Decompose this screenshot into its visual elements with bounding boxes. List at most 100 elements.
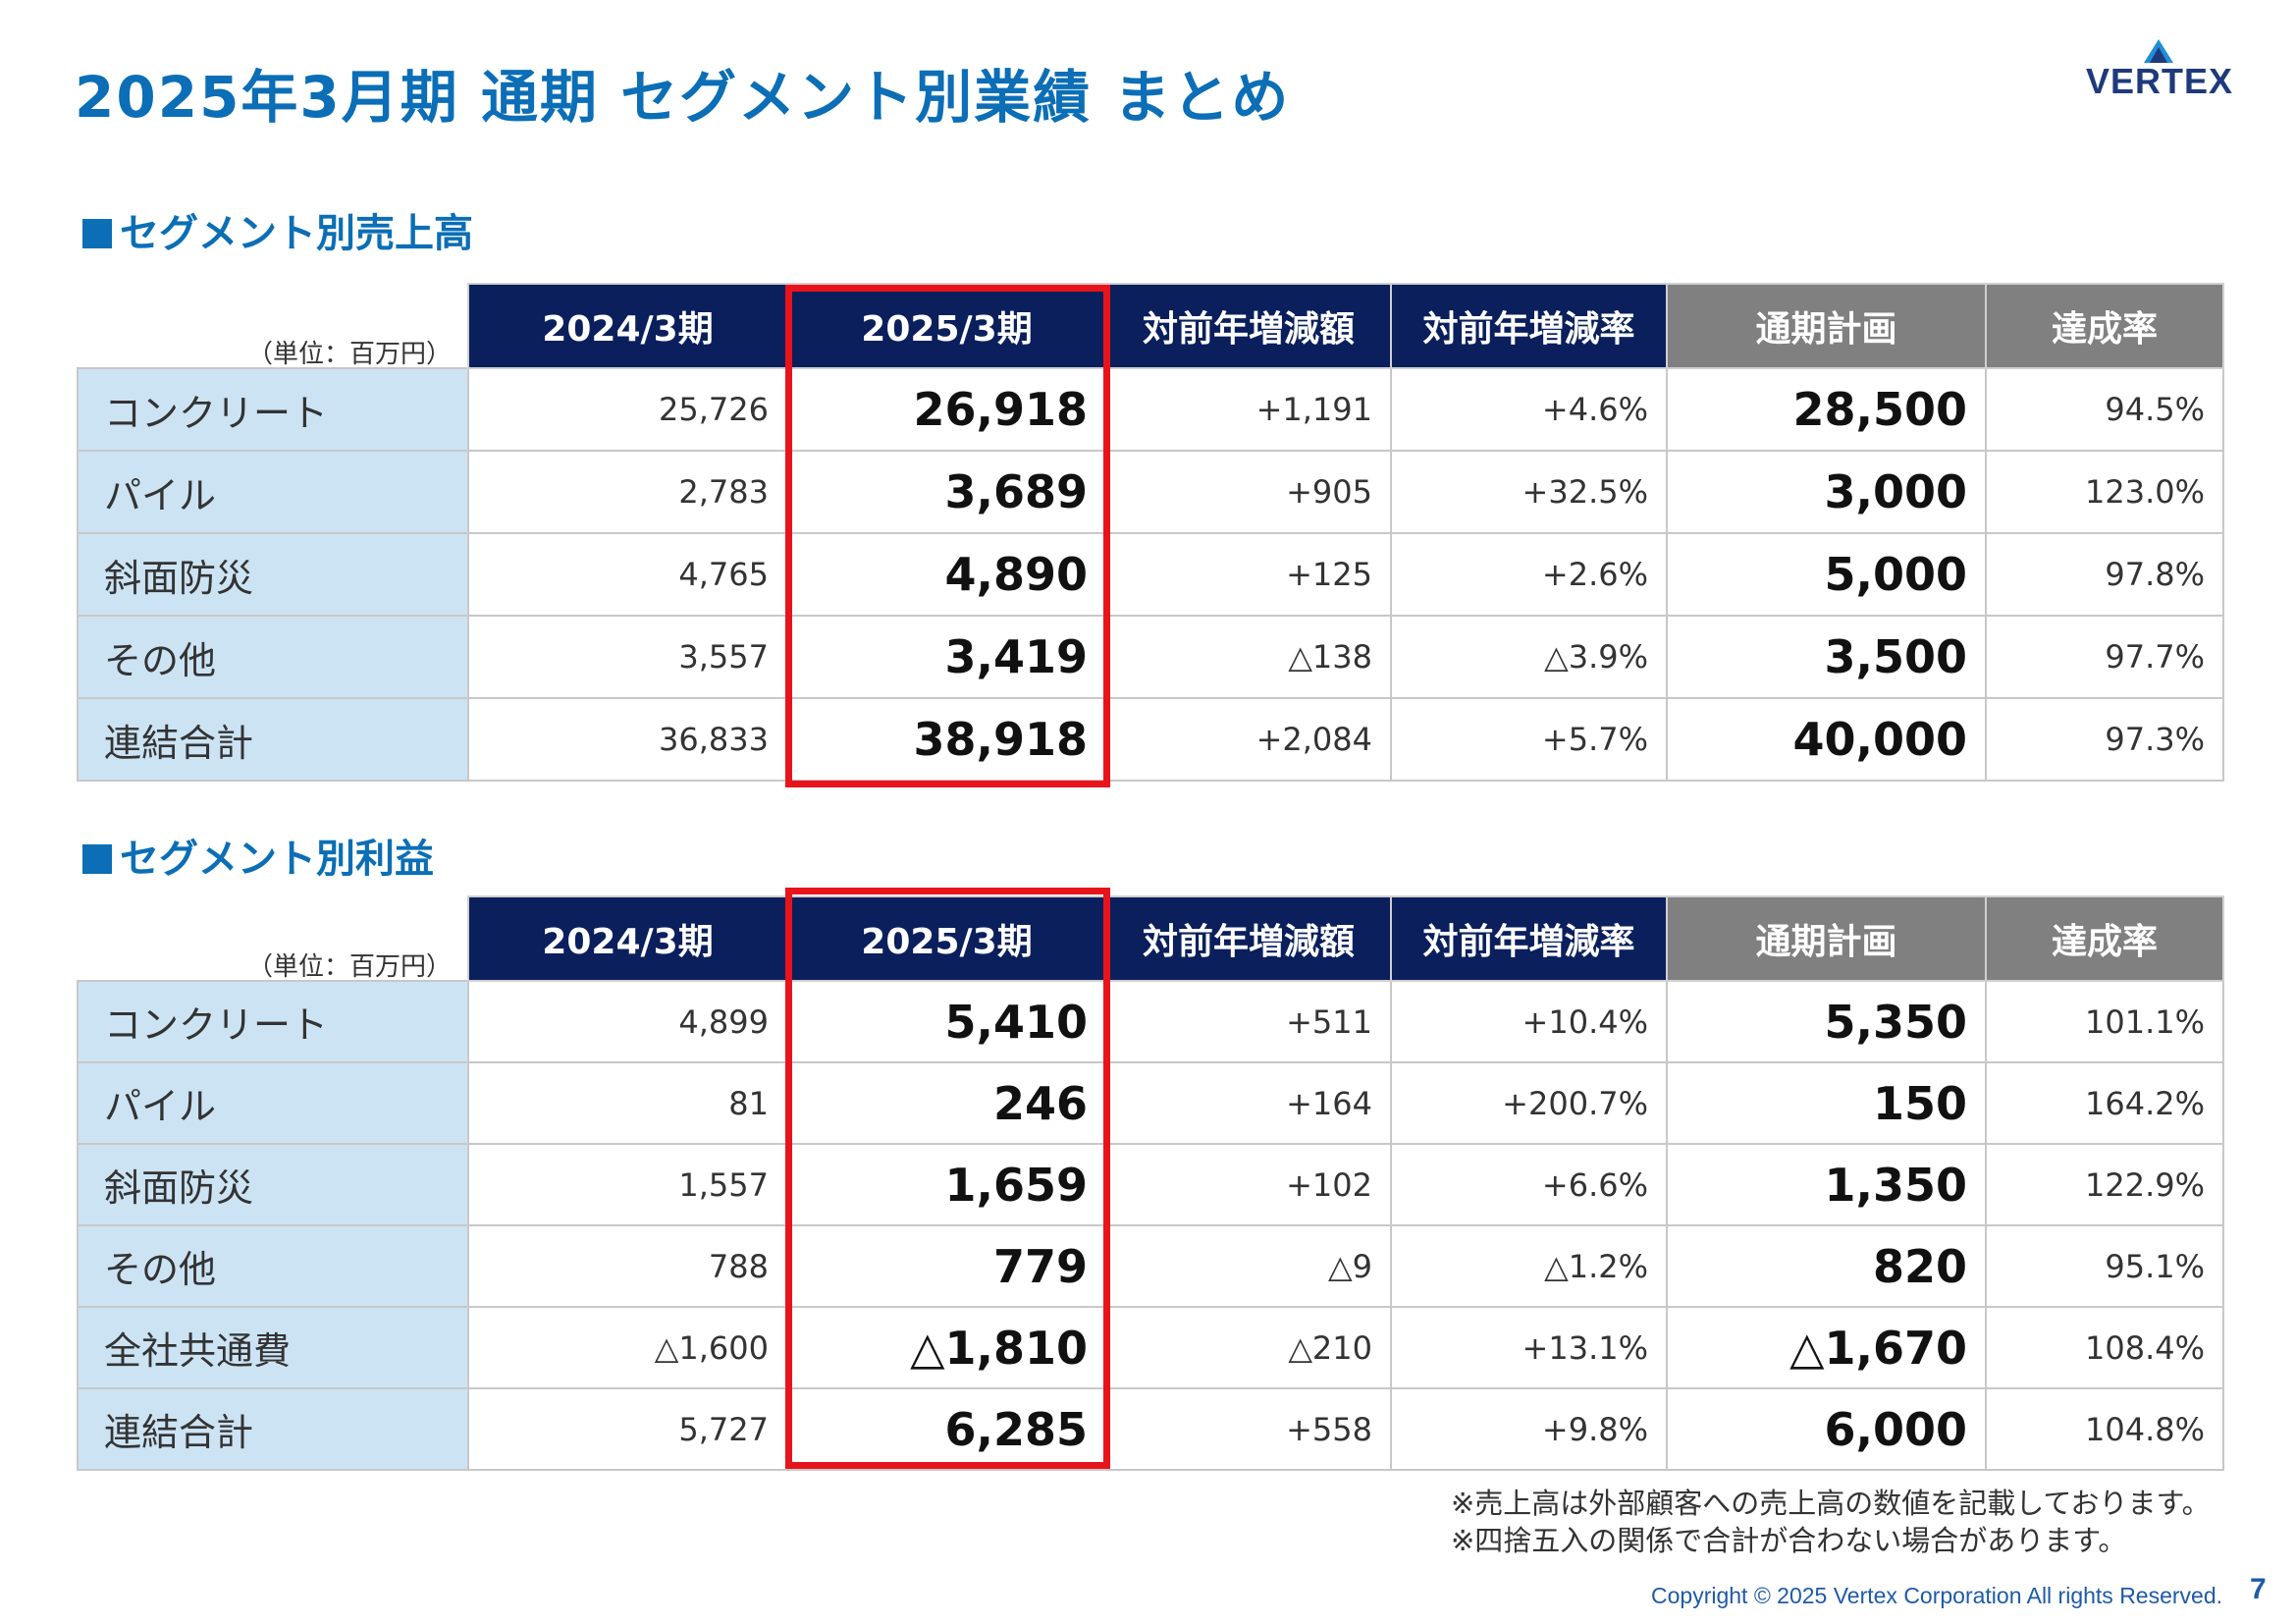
cell-plan: 1,350 bbox=[1666, 1143, 1987, 1226]
table-row: 連結合計 5,727 6,285 +558 +9.8% 6,000 104.8% bbox=[77, 1387, 2224, 1471]
table-row: その他 3,557 3,419 △138 △3.9% 3,500 97.7% bbox=[77, 615, 2224, 699]
row-label: パイル bbox=[77, 1061, 469, 1145]
cell-value-2024: 4,765 bbox=[467, 532, 788, 617]
cell-value-2024: 4,899 bbox=[467, 980, 788, 1063]
footnote-1: ※売上高は外部顧客への売上高の数値を記載しております。 bbox=[1451, 1487, 2211, 1520]
footnote-2: ※四捨五入の関係で合計が合わない場合があります。 bbox=[1451, 1524, 2127, 1557]
cell-value-2024: 788 bbox=[467, 1224, 788, 1308]
cell-achievement: 123.0% bbox=[1985, 450, 2224, 534]
cell-yoy-amount: △9 bbox=[1105, 1224, 1392, 1308]
row-label: 全社共通費 bbox=[77, 1306, 469, 1389]
cell-plan: 3,500 bbox=[1666, 615, 1987, 699]
table-row: その他 788 779 △9 △1.2% 820 95.1% bbox=[77, 1224, 2224, 1308]
cell-plan: 6,000 bbox=[1666, 1387, 1987, 1471]
cell-plan: △1,670 bbox=[1666, 1306, 1987, 1389]
cell-yoy-amount: +905 bbox=[1105, 450, 1392, 534]
page-title: 2025年3月期 通期 セグメント別業績 まとめ bbox=[75, 64, 1291, 131]
copyright: Copyright © 2025 Vertex Corporation All … bbox=[1651, 1583, 2223, 1608]
cell-plan: 28,500 bbox=[1666, 367, 1987, 452]
col-header-yoy-rate: 対前年増減率 bbox=[1390, 283, 1668, 369]
col-header-yoy-amount: 対前年増減額 bbox=[1105, 895, 1392, 982]
col-header-2025: 2025/3期 bbox=[786, 283, 1107, 369]
vertex-logo: VERTEX bbox=[2071, 39, 2248, 102]
cell-yoy-amount: +511 bbox=[1105, 980, 1392, 1063]
cell-value-2025: 4,890 bbox=[786, 532, 1107, 617]
cell-yoy-amount: △138 bbox=[1105, 615, 1392, 699]
table-row: コンクリート 25,726 26,918 +1,191 +4.6% 28,500 94.5% bbox=[77, 367, 2224, 452]
cell-plan: 5,350 bbox=[1666, 980, 1987, 1063]
cell-achievement: 97.8% bbox=[1985, 532, 2224, 617]
row-label: 斜面防災 bbox=[77, 1143, 469, 1226]
page-number: 7 bbox=[2250, 1573, 2267, 1605]
header-blank bbox=[78, 896, 468, 981]
table-row: パイル 2,783 3,689 +905 +32.5% 3,000 123.0% bbox=[77, 450, 2224, 534]
cell-yoy-amount: +164 bbox=[1105, 1061, 1392, 1145]
cell-yoy-rate: +32.5% bbox=[1390, 450, 1668, 534]
profit-table: 2024/3期 2025/3期 対前年増減額 対前年増減率 通期計画 達成率 コ… bbox=[77, 895, 2224, 1471]
cell-value-2024: △1,600 bbox=[467, 1306, 788, 1389]
profit-header-row: 2024/3期 2025/3期 対前年増減額 対前年増減率 通期計画 達成率 bbox=[78, 895, 2224, 982]
cell-yoy-amount: +102 bbox=[1105, 1143, 1392, 1226]
cell-value-2025: 26,918 bbox=[786, 367, 1107, 452]
cell-achievement: 104.8% bbox=[1985, 1387, 2224, 1471]
cell-value-2024: 81 bbox=[467, 1061, 788, 1145]
cell-yoy-rate: +5.7% bbox=[1390, 697, 1668, 782]
cell-achievement: 164.2% bbox=[1985, 1061, 2224, 1145]
col-header-plan: 通期計画 bbox=[1666, 895, 1987, 982]
row-label: 斜面防災 bbox=[77, 532, 469, 617]
cell-value-2025: 779 bbox=[786, 1224, 1107, 1308]
cell-yoy-amount: +1,191 bbox=[1105, 367, 1392, 452]
col-header-achievement: 達成率 bbox=[1985, 283, 2224, 369]
cell-yoy-rate: △1.2% bbox=[1390, 1224, 1668, 1308]
col-header-2024: 2024/3期 bbox=[467, 895, 788, 982]
table-row: 斜面防災 4,765 4,890 +125 +2.6% 5,000 97.8% bbox=[77, 532, 2224, 617]
sales-header-row: 2024/3期 2025/3期 対前年増減額 対前年増減率 通期計画 達成率 bbox=[78, 283, 2224, 369]
cell-value-2025: 1,659 bbox=[786, 1143, 1107, 1226]
col-header-yoy-amount: 対前年増減額 bbox=[1105, 283, 1392, 369]
cell-plan: 5,000 bbox=[1666, 532, 1987, 617]
cell-yoy-rate: △3.9% bbox=[1390, 615, 1668, 699]
table-row: パイル 81 246 +164 +200.7% 150 164.2% bbox=[77, 1061, 2224, 1145]
cell-plan: 3,000 bbox=[1666, 450, 1987, 534]
row-label: その他 bbox=[77, 1224, 469, 1308]
cell-yoy-rate: +4.6% bbox=[1390, 367, 1668, 452]
cell-achievement: 108.4% bbox=[1985, 1306, 2224, 1389]
cell-value-2024: 36,833 bbox=[467, 697, 788, 782]
row-label: パイル bbox=[77, 450, 469, 534]
cell-value-2025: 246 bbox=[786, 1061, 1107, 1145]
sales-unit-label: （単位：百万円） bbox=[247, 340, 453, 369]
col-header-2024: 2024/3期 bbox=[467, 283, 788, 369]
header-blank bbox=[78, 284, 468, 368]
cell-yoy-rate: +10.4% bbox=[1390, 980, 1668, 1063]
cell-yoy-rate: +2.6% bbox=[1390, 532, 1668, 617]
table-row: 全社共通費 △1,600 △1,810 △210 +13.1% △1,670 108.4% bbox=[77, 1306, 2224, 1389]
cell-achievement: 94.5% bbox=[1985, 367, 2224, 452]
profit-unit-label: （単位：百万円） bbox=[247, 952, 453, 982]
cell-value-2024: 2,783 bbox=[467, 450, 788, 534]
cell-plan: 820 bbox=[1666, 1224, 1987, 1308]
cell-value-2025: 3,689 bbox=[786, 450, 1107, 534]
section-square-icon bbox=[82, 844, 112, 874]
cell-yoy-amount: +125 bbox=[1105, 532, 1392, 617]
cell-value-2024: 1,557 bbox=[467, 1143, 788, 1226]
cell-value-2025: 3,419 bbox=[786, 615, 1107, 699]
footnotes: ※売上高は外部顧客への売上高の数値を記載しております。 ※四捨五入の関係で合計が… bbox=[1451, 1485, 2211, 1559]
cell-value-2025: 38,918 bbox=[786, 697, 1107, 782]
section-square-icon bbox=[82, 219, 112, 248]
table-row: コンクリート 4,899 5,410 +511 +10.4% 5,350 101.1% bbox=[77, 980, 2224, 1063]
col-header-achievement: 達成率 bbox=[1985, 895, 2224, 982]
cell-yoy-amount: +2,084 bbox=[1105, 697, 1392, 782]
logo-text: VERTEX bbox=[2085, 61, 2234, 101]
cell-yoy-rate: +13.1% bbox=[1390, 1306, 1668, 1389]
sales-section-title: セグメント別売上高 bbox=[82, 201, 473, 258]
col-header-2025: 2025/3期 bbox=[786, 895, 1107, 982]
cell-plan: 40,000 bbox=[1666, 697, 1987, 782]
cell-achievement: 122.9% bbox=[1985, 1143, 2224, 1226]
cell-value-2025: △1,810 bbox=[786, 1306, 1107, 1389]
table-row: 連結合計 36,833 38,918 +2,084 +5.7% 40,000 97.3% bbox=[77, 697, 2224, 782]
cell-yoy-rate: +9.8% bbox=[1390, 1387, 1668, 1471]
cell-value-2025: 5,410 bbox=[786, 980, 1107, 1063]
cell-yoy-rate: +200.7% bbox=[1390, 1061, 1668, 1145]
row-label: コンクリート bbox=[77, 980, 469, 1063]
row-label: 連結合計 bbox=[77, 1387, 469, 1471]
